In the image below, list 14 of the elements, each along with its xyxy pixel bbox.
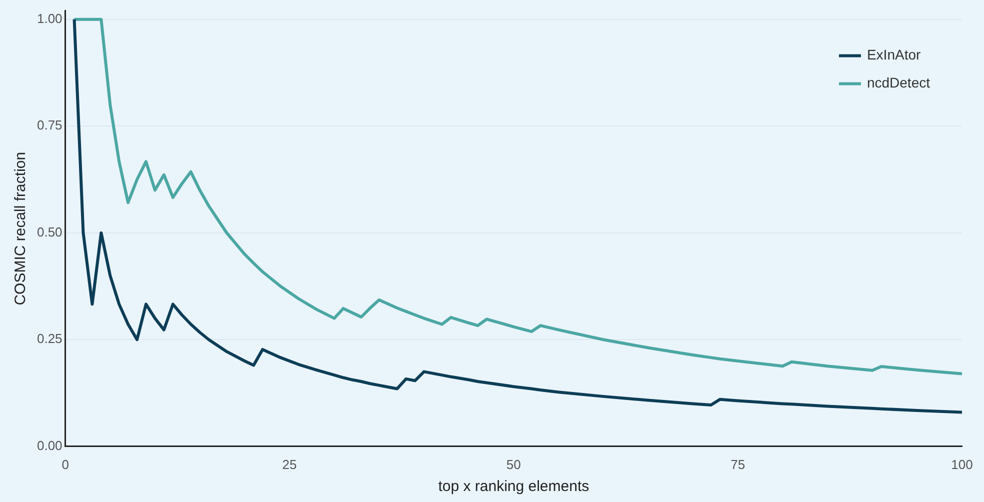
x-tick-label: 75: [730, 456, 746, 472]
y-tick-label: 0.75: [36, 118, 62, 133]
y-tick-label: 0.25: [36, 331, 62, 346]
legend-label: ncdDetect: [866, 74, 930, 91]
x-axis-title: top x ranking elements: [438, 478, 590, 496]
x-tick-label: 50: [506, 456, 521, 472]
x-tick-label: 0: [62, 456, 69, 472]
y-tick-label: 0.50: [36, 224, 62, 240]
legend-label: ExInAtor: [866, 46, 921, 63]
x-tick-label: 100: [951, 456, 973, 472]
y-tick-label: 1.00: [36, 10, 62, 26]
y-tick-label: 0.00: [36, 438, 62, 453]
x-tick-label: 25: [282, 456, 297, 472]
y-axis-title: COSMIC recall fraction: [12, 152, 30, 306]
